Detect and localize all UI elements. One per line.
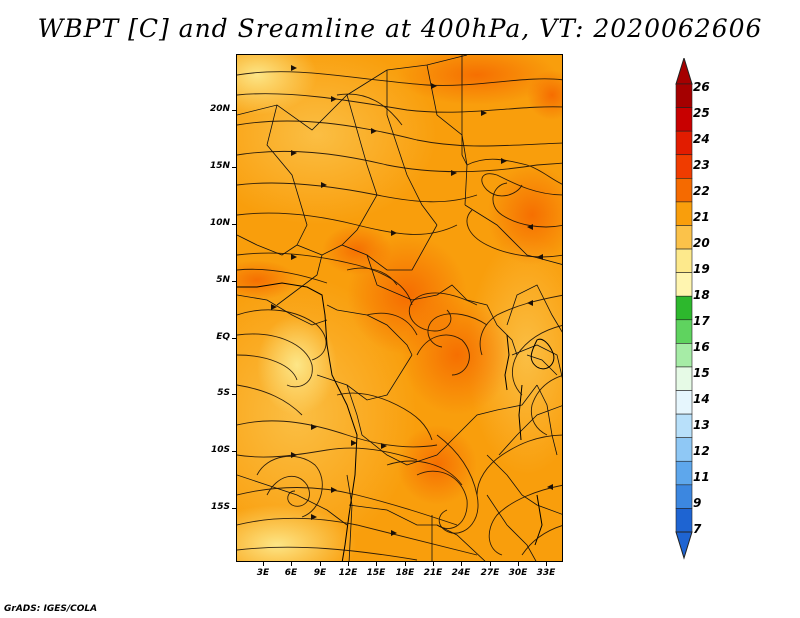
wbpt-streamline-map <box>237 55 562 561</box>
wbpt-zone-22 <box>402 295 512 415</box>
grads-credit: GrADS: IGES/COLA <box>4 604 98 614</box>
lon-tick <box>546 562 547 566</box>
legend-color-swatch <box>675 248 693 273</box>
legend-color-swatch <box>675 319 693 344</box>
legend-color-swatch <box>675 130 693 156</box>
lon-tick <box>376 562 377 566</box>
lon-tick <box>405 562 406 566</box>
lon-tick <box>490 562 491 566</box>
wbpt-zone-19 <box>257 315 337 415</box>
legend-segments <box>675 83 693 533</box>
legend-color-swatch <box>675 437 693 462</box>
lon-label-21e: 21E <box>423 568 443 578</box>
lon-tick <box>518 562 519 566</box>
coastlines <box>237 282 555 561</box>
wbpt-zone-19 <box>237 55 317 115</box>
lat-tick <box>232 167 236 168</box>
legend-label: 23 <box>693 158 710 172</box>
legend-label: 19 <box>693 262 710 276</box>
wbpt-zone-22 <box>397 55 557 105</box>
lon-label-18e: 18E <box>395 568 415 578</box>
legend-color-swatch <box>675 390 693 415</box>
legend-color-swatch <box>675 83 693 108</box>
legend-color-swatch <box>675 413 693 438</box>
lon-label-9e: 9E <box>313 568 327 578</box>
lon-label-3e: 3E <box>256 568 270 578</box>
lon-tick <box>461 562 462 566</box>
lat-tick <box>232 394 236 395</box>
lat-label-10s: 10S <box>210 445 230 455</box>
legend-color-swatch <box>675 343 693 368</box>
lat-tick <box>232 508 236 509</box>
legend-label: 22 <box>693 184 710 198</box>
legend-label: 17 <box>693 314 710 328</box>
lat-tick <box>232 451 236 452</box>
legend-label: 14 <box>693 392 710 406</box>
lat-tick <box>232 281 236 282</box>
streamlines <box>237 71 562 561</box>
legend-label: 24 <box>693 132 710 146</box>
lon-tick <box>320 562 321 566</box>
lon-label-30e: 30E <box>508 568 528 578</box>
lon-label-24e: 24E <box>451 568 471 578</box>
lon-label-27e: 27E <box>480 568 500 578</box>
lat-label-20n: 20N <box>209 104 230 114</box>
lon-tick <box>291 562 292 566</box>
legend-label: 15 <box>693 366 710 380</box>
lat-tick <box>232 224 236 225</box>
wbpt-zone-22 <box>322 225 392 275</box>
map-panel <box>236 54 563 562</box>
chart-title: WBPT [C] and Sreamline at 400hPa, VT: 20… <box>37 14 763 43</box>
legend-label: 18 <box>693 288 710 302</box>
lon-tick <box>263 562 264 566</box>
lat-label-15n: 15N <box>209 161 230 171</box>
lon-tick <box>433 562 434 566</box>
lat-label-5s: 5S <box>217 388 230 398</box>
legend-bottom-arrow <box>675 531 693 560</box>
streamline-arrows <box>271 65 553 536</box>
legend-color-swatch <box>675 178 693 203</box>
legend-label: 9 <box>693 496 702 510</box>
legend-color-swatch <box>675 366 693 391</box>
country-borders <box>237 55 562 561</box>
lat-label-10n: 10N <box>209 218 230 228</box>
lat-tick <box>232 338 236 339</box>
color-legend <box>675 58 693 560</box>
legend-label: 25 <box>693 106 710 120</box>
lat-tick <box>232 110 236 111</box>
legend-color-swatch <box>675 225 693 250</box>
wbpt-zone-20 <box>467 235 562 475</box>
legend-label: 11 <box>693 470 710 484</box>
legend-label: 13 <box>693 418 710 432</box>
legend-label: 7 <box>693 522 702 536</box>
lat-label-5n: 5N <box>216 275 230 285</box>
legend-label: 12 <box>693 444 710 458</box>
legend-label: 20 <box>693 236 710 250</box>
lat-label-15s: 15S <box>210 502 230 512</box>
legend-color-swatch <box>675 484 693 509</box>
lon-label-15e: 15E <box>366 568 386 578</box>
lon-label-12e: 12E <box>338 568 358 578</box>
lon-tick <box>348 562 349 566</box>
legend-color-swatch <box>675 508 693 533</box>
legend-label: 21 <box>693 210 710 224</box>
legend-top-arrow <box>675 58 693 85</box>
legend-color-swatch <box>675 272 693 297</box>
wbpt-zone-19 <box>237 505 357 561</box>
lat-label-eq: EQ <box>216 332 230 342</box>
legend-color-swatch <box>675 295 693 321</box>
legend-label: 26 <box>693 80 710 94</box>
legend-color-swatch <box>675 154 693 179</box>
wbpt-zone-22 <box>487 165 562 265</box>
wbpt-zone-22 <box>397 425 477 505</box>
lon-label-6e: 6E <box>284 568 298 578</box>
legend-label: 16 <box>693 340 710 354</box>
legend-color-swatch <box>675 201 693 226</box>
legend-color-swatch <box>675 460 693 486</box>
wbpt-zone-22 <box>237 260 297 300</box>
legend-color-swatch <box>675 107 693 132</box>
lon-label-33e: 33E <box>536 568 556 578</box>
